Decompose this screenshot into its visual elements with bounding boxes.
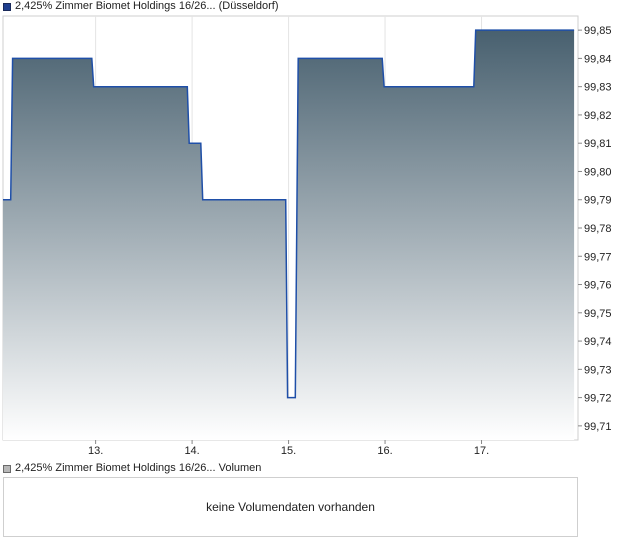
y-tick-label: 99,77 [584,251,612,263]
y-tick-label: 99,76 [584,280,612,292]
y-tick-label: 99,73 [584,364,612,376]
x-tick-label: 16. [377,445,392,457]
volume-legend: 2,425% Zimmer Biomet Holdings 16/26... V… [3,462,261,475]
volume-legend-swatch [3,464,11,473]
price-legend: 2,425% Zimmer Biomet Holdings 16/26... (… [3,0,279,13]
price-legend-swatch [3,2,11,11]
x-tick-label: 15. [281,445,296,457]
no-volume-message: keine Volumendaten vorhanden [206,500,375,514]
y-tick-label: 99,83 [584,82,612,94]
y-tick-label: 99,78 [584,223,612,235]
price-chart: 13. 14. 15. 16. 17. 99,85 99,84 99,83 99,82 99,8… [2,15,612,457]
y-tick-label: 99,85 [584,25,612,37]
y-tick-label: 99,79 [584,195,612,207]
y-tick-label: 99,74 [584,336,612,348]
y-tick-label: 99,80 [584,166,612,178]
price-line [3,29,575,399]
y-tick-label: 99,72 [584,393,612,405]
x-tick-label: 14. [184,445,199,457]
x-tick-label: 17. [474,445,489,457]
x-tick-label: 13. [88,445,103,457]
y-tick-label: 99,71 [584,421,612,433]
price-legend-label: 2,425% Zimmer Biomet Holdings 16/26... (… [15,0,279,12]
y-tick-label: 99,75 [584,308,612,320]
price-area-fill [3,30,575,440]
volume-panel: keine Volumendaten vorhanden [3,477,578,537]
y-tick-label: 99,82 [584,110,612,122]
volume-legend-label: 2,425% Zimmer Biomet Holdings 16/26... V… [15,462,262,474]
y-tick-label: 99,84 [584,53,612,65]
y-tick-label: 99,81 [584,138,612,150]
